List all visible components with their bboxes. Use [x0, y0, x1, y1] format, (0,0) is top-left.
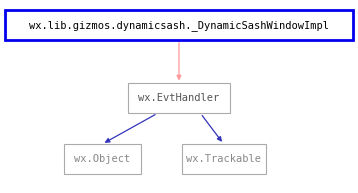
Text: wx.Trackable: wx.Trackable	[186, 154, 261, 164]
Text: wx.Object: wx.Object	[74, 154, 130, 164]
Text: wx.lib.gizmos.dynamicsash._DynamicSashWindowImpl: wx.lib.gizmos.dynamicsash._DynamicSashWi…	[29, 20, 329, 30]
Bar	[128, 83, 230, 113]
Bar	[5, 10, 353, 40]
Text: wx.EvtHandler: wx.EvtHandler	[139, 93, 219, 103]
Bar	[182, 144, 266, 174]
Bar	[64, 144, 140, 174]
